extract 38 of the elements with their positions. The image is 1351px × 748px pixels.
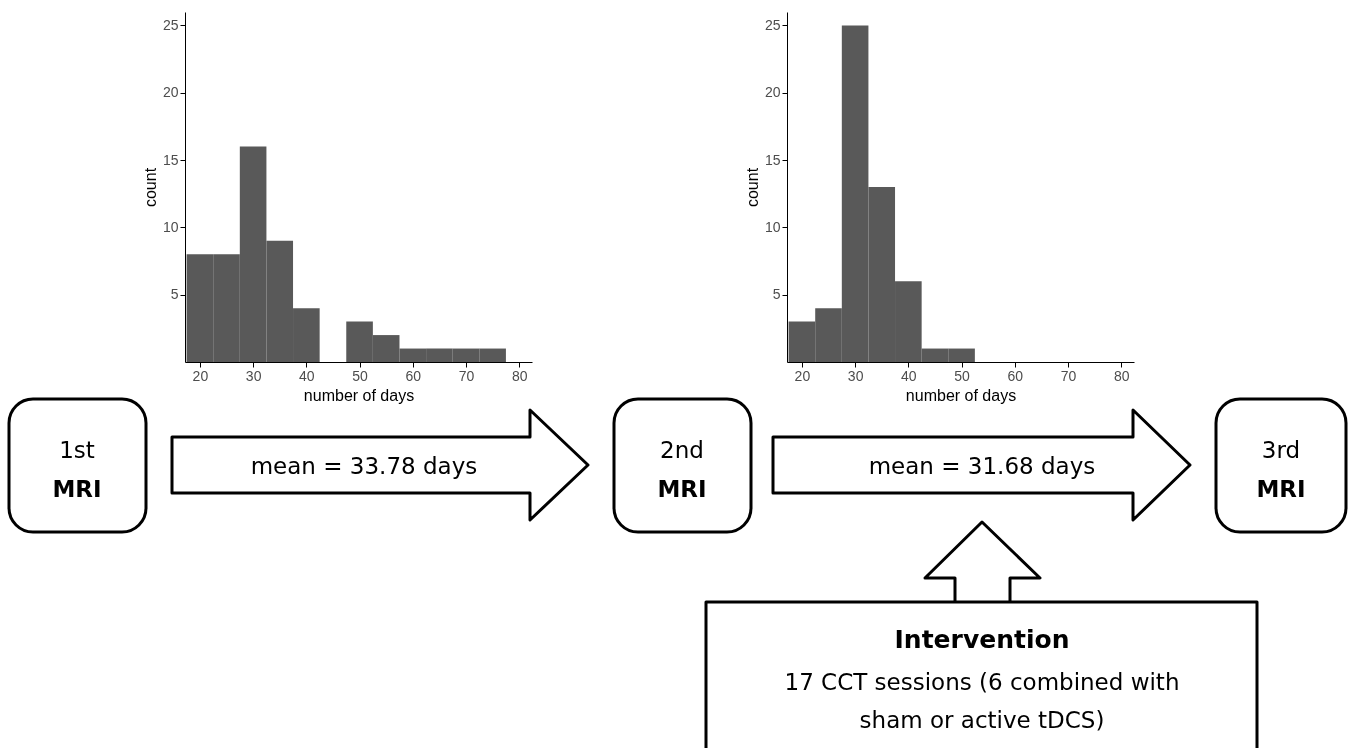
x-tick-label: 30 <box>245 367 262 384</box>
x-tick-label: 70 <box>1060 367 1077 384</box>
x-tick-label: 70 <box>458 367 475 384</box>
y-tick-label: 10 <box>764 218 781 235</box>
x-tick-label: 50 <box>954 367 971 384</box>
y-tick-label: 15 <box>162 151 179 168</box>
x-tick-label: 20 <box>192 367 209 384</box>
x-tick-label: 40 <box>901 367 917 384</box>
y-tick-label: 15 <box>764 151 781 168</box>
x-tick-label: 80 <box>511 367 528 384</box>
text: 3rd <box>1261 437 1301 463</box>
y-tick-label: 20 <box>162 84 179 101</box>
y-tick-label: 25 <box>764 16 781 33</box>
text: mean = 31.68 days <box>868 453 1096 479</box>
x-tick-label: 60 <box>1007 367 1024 384</box>
text: mean = 33.78 days <box>250 453 478 479</box>
text: MRI <box>52 476 102 502</box>
text: MRI <box>657 476 707 502</box>
text: 1st <box>59 437 95 463</box>
text: 2nd <box>660 437 704 463</box>
text: MRI <box>1256 476 1306 502</box>
x-axis-title: number of days <box>905 386 1017 404</box>
y-tick-label: 5 <box>170 286 179 303</box>
x-tick-label: 20 <box>794 367 811 384</box>
x-tick-label: 50 <box>352 367 369 384</box>
text: 17 CCT sessions (6 combined with sham or active tDCS) <box>784 669 1180 733</box>
x-axis-title: number of days <box>303 386 415 404</box>
y-tick-label: 20 <box>764 84 781 101</box>
text: Intervention <box>894 625 1070 654</box>
y-tick-label: 5 <box>772 286 781 303</box>
x-tick-label: 80 <box>1113 367 1130 384</box>
y-axis-title: count <box>141 167 159 208</box>
x-tick-label: 30 <box>847 367 864 384</box>
y-tick-label: 10 <box>162 218 179 235</box>
x-tick-label: 60 <box>405 367 422 384</box>
y-tick-label: 25 <box>162 16 179 33</box>
x-tick-label: 40 <box>299 367 315 384</box>
y-axis-title: count <box>743 167 761 208</box>
